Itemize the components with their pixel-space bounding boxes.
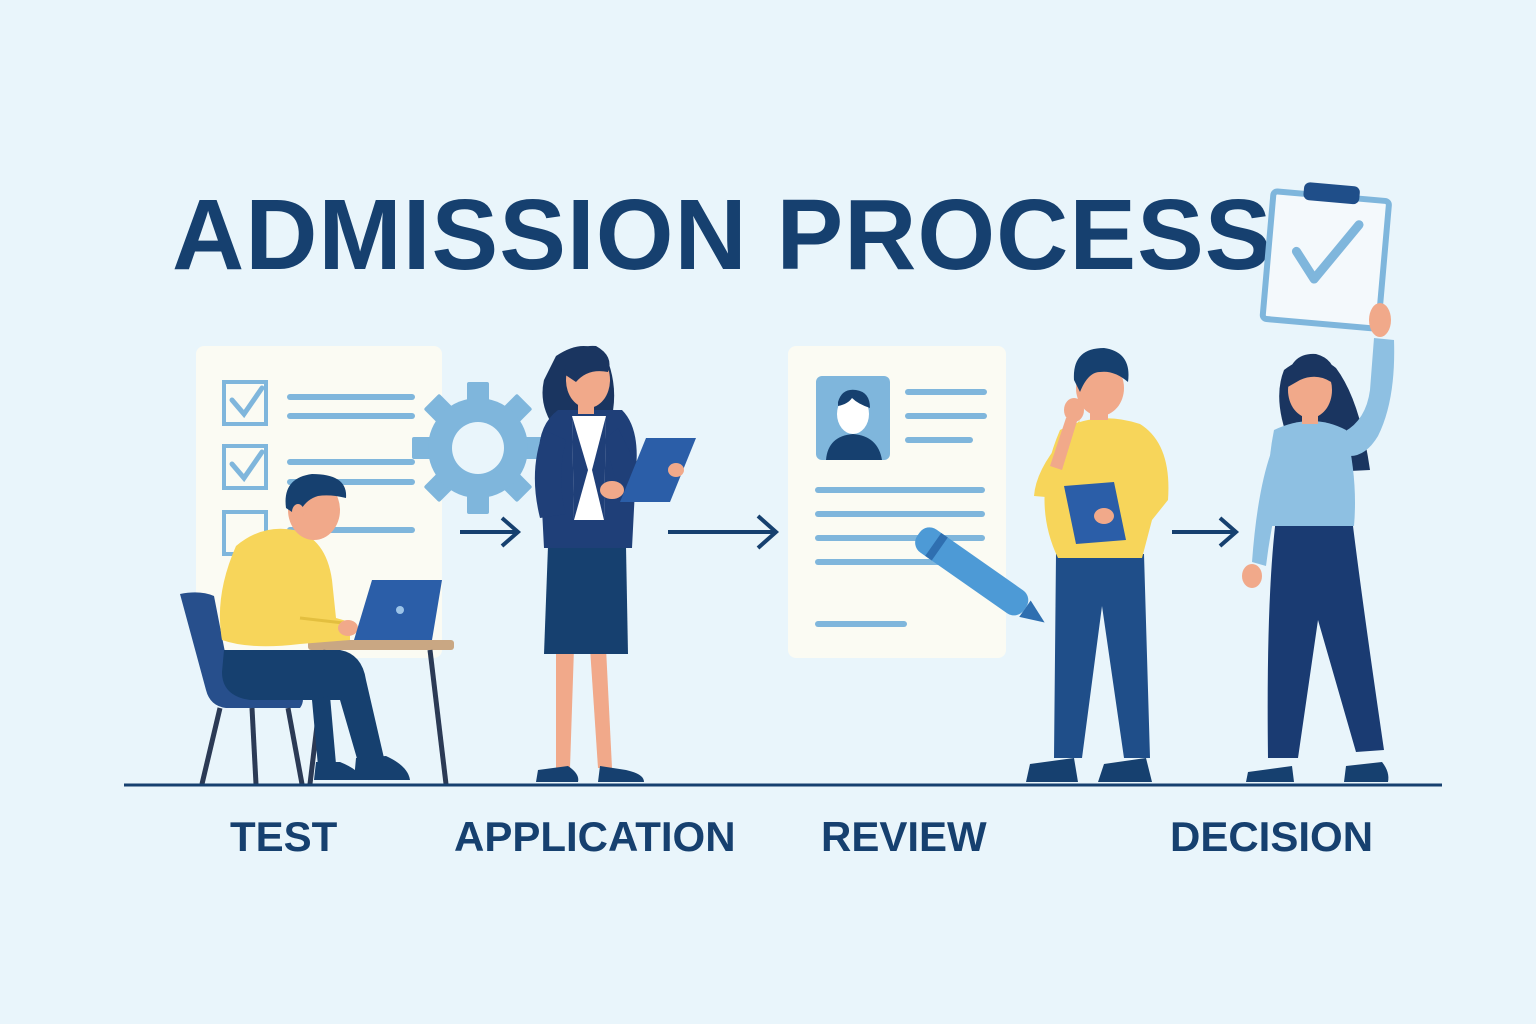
gear-icon xyxy=(412,382,544,514)
step-label-application: APPLICATION xyxy=(454,813,736,860)
diagram-title: ADMISSION PROCESS xyxy=(172,179,1273,291)
step-label-test: TEST xyxy=(230,813,338,860)
successful-applicant-woman xyxy=(1242,303,1395,782)
clipboard-check-icon xyxy=(1259,182,1392,332)
arrow-right-icon xyxy=(460,516,522,548)
profile-icon xyxy=(816,376,890,460)
chair xyxy=(180,592,305,785)
laptop-icon xyxy=(354,580,442,640)
step-label-decision: DECISION xyxy=(1170,813,1374,860)
step-label-review: REVIEW xyxy=(821,813,987,860)
pen-icon xyxy=(915,527,1045,623)
arrow-right-icon xyxy=(1172,516,1240,548)
student-at-laptop xyxy=(219,474,442,780)
applicant-woman xyxy=(534,345,696,782)
arrow-right-icon xyxy=(668,514,780,550)
resume-document xyxy=(788,346,1006,658)
reviewer-man xyxy=(1026,348,1169,782)
